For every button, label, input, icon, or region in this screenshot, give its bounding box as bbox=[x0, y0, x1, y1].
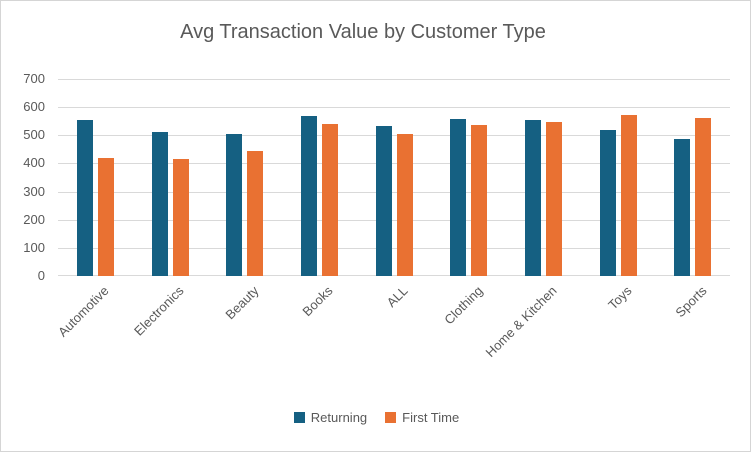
x-axis-label-clothing: Clothing bbox=[440, 283, 486, 328]
bar-returning-automotive bbox=[76, 119, 93, 276]
gridline-200 bbox=[58, 219, 730, 221]
x-axis-label-books: Books bbox=[299, 283, 336, 320]
gridline-700 bbox=[58, 79, 730, 80]
bar-returning-beauty bbox=[226, 133, 243, 276]
bar-first-time-beauty bbox=[247, 151, 264, 276]
y-axis-tick-label-600: 600 bbox=[23, 99, 45, 115]
x-axis-label-sports: Sports bbox=[672, 283, 710, 321]
gridline-0 bbox=[58, 275, 730, 276]
legend-swatch-returning bbox=[293, 412, 305, 423]
plot-area bbox=[58, 79, 730, 276]
gridline-500 bbox=[58, 135, 730, 137]
bar-returning-sports bbox=[674, 138, 691, 276]
bar-first-time-home-kitchen bbox=[545, 121, 562, 276]
bar-returning-electronics bbox=[151, 131, 168, 276]
bar-first-time-toys bbox=[620, 115, 637, 276]
x-axis-label-all: ALL bbox=[383, 283, 411, 310]
bar-returning-home-kitchen bbox=[524, 120, 541, 276]
x-axis-label-home-kitchen: Home & Kitchen bbox=[482, 283, 560, 361]
y-axis-tick-label-0: 0 bbox=[37, 268, 45, 283]
gridline-100 bbox=[58, 247, 730, 249]
legend-item-returning: Returning bbox=[293, 410, 368, 425]
gridline-300 bbox=[58, 191, 730, 193]
bar-first-time-books bbox=[321, 124, 338, 276]
gridline-400 bbox=[58, 163, 730, 165]
legend-label-first-time: First Time bbox=[402, 410, 460, 425]
bar-returning-toys bbox=[599, 129, 616, 276]
legend-label-returning: Returning bbox=[310, 410, 368, 425]
y-axis-tick-label-300: 300 bbox=[23, 183, 45, 199]
bar-first-time-all bbox=[396, 133, 413, 276]
y-axis-tick-label-400: 400 bbox=[23, 155, 45, 171]
legend: Returning First Time bbox=[1, 410, 750, 425]
bar-first-time-electronics bbox=[172, 159, 189, 276]
x-axis-label-automotive: Automotive bbox=[55, 283, 112, 340]
y-axis-tick-label-500: 500 bbox=[23, 127, 45, 143]
bar-returning-books bbox=[300, 115, 317, 276]
bar-first-time-sports bbox=[695, 118, 712, 276]
x-axis-label-toys: Toys bbox=[605, 283, 635, 313]
x-axis-label-electronics: Electronics bbox=[131, 283, 187, 339]
legend-item-first-time: First Time bbox=[385, 410, 459, 425]
y-axis-tick-label-100: 100 bbox=[23, 239, 45, 255]
bar-first-time-automotive bbox=[97, 157, 114, 276]
x-axis-label-beauty: Beauty bbox=[222, 283, 262, 323]
legend-swatch-first-time bbox=[385, 412, 397, 423]
gridline-600 bbox=[58, 107, 730, 109]
bar-returning-clothing bbox=[450, 118, 467, 276]
y-axis-tick-label-200: 200 bbox=[23, 211, 45, 227]
bar-first-time-clothing bbox=[471, 124, 488, 276]
chart-title: Avg Transaction Value by Customer Type bbox=[180, 21, 546, 43]
bar-returning-all bbox=[375, 125, 392, 276]
y-axis-tick-label-700: 700 bbox=[23, 71, 45, 86]
